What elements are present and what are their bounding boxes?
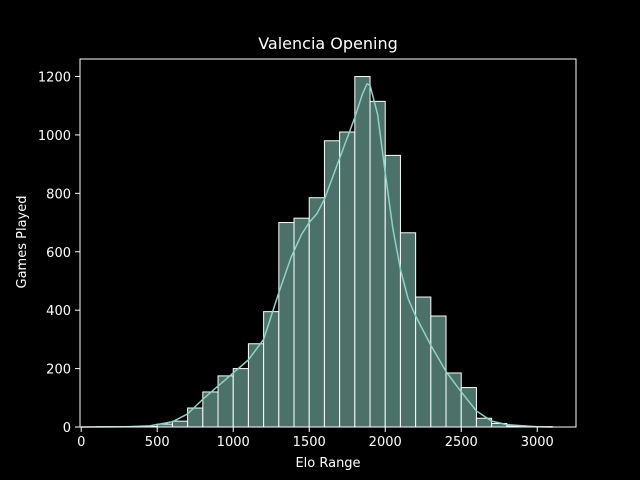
histogram-bar xyxy=(384,154,401,428)
y-axis-ticks: 0 200 400 600 800 1000 1200 xyxy=(38,71,80,436)
histogram-bar xyxy=(293,217,310,428)
x-tick-label: 0 xyxy=(77,435,85,450)
histogram-bar xyxy=(171,420,189,428)
x-axis-ticks: 0 500 1000 1500 2000 2500 3000 xyxy=(77,427,554,450)
x-tick-label: 2500 xyxy=(445,435,478,450)
y-tick-label: 200 xyxy=(46,363,71,378)
x-tick-label: 500 xyxy=(145,435,170,450)
kde-curve xyxy=(81,82,553,428)
histogram-bar xyxy=(232,368,249,428)
histogram-bar xyxy=(339,131,356,428)
x-tick-label: 3000 xyxy=(521,435,554,450)
histogram-bar xyxy=(308,197,325,428)
y-tick-label: 1000 xyxy=(38,129,71,144)
y-axis-label: Games Played xyxy=(15,196,30,289)
histogram-bar xyxy=(430,315,447,428)
x-tick-label: 1500 xyxy=(293,435,326,450)
y-tick-label: 0 xyxy=(63,421,71,436)
chart-title: Valencia Opening xyxy=(258,34,398,53)
bar-group xyxy=(95,76,553,428)
y-tick-label: 400 xyxy=(46,304,71,319)
y-tick-label: 1200 xyxy=(38,71,71,86)
histogram-bar xyxy=(354,76,371,428)
histogram-bar xyxy=(278,222,295,428)
histogram-bar xyxy=(415,296,432,428)
y-tick-label: 800 xyxy=(46,187,71,202)
x-tick-label: 1000 xyxy=(217,435,250,450)
x-tick-label: 2000 xyxy=(369,435,402,450)
x-axis-label: Elo Range xyxy=(295,456,360,471)
y-tick-label: 600 xyxy=(46,246,71,261)
histogram-bar xyxy=(263,311,280,428)
plot-frame xyxy=(79,58,577,428)
histogram-bar xyxy=(323,140,341,428)
histogram-bar xyxy=(399,232,417,428)
